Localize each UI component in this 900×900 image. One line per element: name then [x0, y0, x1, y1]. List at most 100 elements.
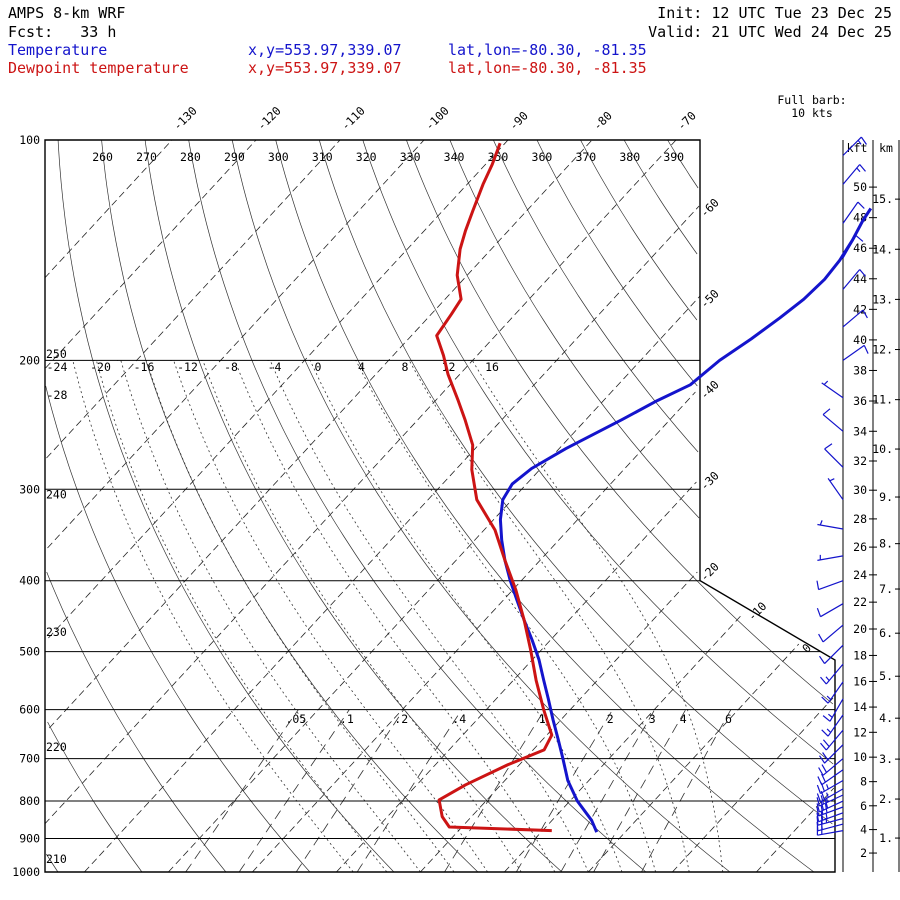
- svg-text:4.: 4.: [879, 711, 893, 725]
- svg-text:-40: -40: [697, 378, 722, 403]
- svg-text:.2: .2: [394, 712, 408, 726]
- svg-text:26: 26: [853, 540, 867, 554]
- init-time: Init: 12 UTC Tue 23 Dec 25: [657, 4, 892, 22]
- dewpoint-grid-coords: x,y=553.97,339.07: [248, 59, 402, 77]
- svg-text:-90: -90: [506, 108, 531, 133]
- svg-text:6: 6: [725, 712, 732, 726]
- svg-text:18: 18: [853, 648, 867, 662]
- pressure-gridlines: [45, 139, 835, 873]
- wind-barbs: [816, 136, 869, 836]
- svg-text:32: 32: [853, 454, 867, 468]
- svg-text:1: 1: [539, 712, 546, 726]
- svg-text:40: 40: [853, 333, 867, 347]
- svg-text:380: 380: [619, 150, 640, 164]
- svg-text:-20: -20: [90, 360, 111, 374]
- svg-text:400: 400: [19, 574, 40, 588]
- svg-text:34: 34: [853, 424, 867, 438]
- svg-text:42: 42: [853, 302, 867, 316]
- dewpoint-trace: [435, 142, 554, 833]
- svg-text:250: 250: [46, 347, 67, 361]
- svg-text:10 kts: 10 kts: [791, 106, 833, 120]
- plot-frame: [44, 139, 836, 873]
- svg-text:-8: -8: [224, 360, 238, 374]
- svg-text:-30: -30: [697, 469, 722, 494]
- svg-text:100: 100: [19, 133, 40, 147]
- svg-text:360: 360: [532, 150, 553, 164]
- dry-adiabats: [45, 139, 834, 873]
- svg-text:30: 30: [853, 483, 867, 497]
- svg-text:3.: 3.: [879, 752, 893, 766]
- svg-text:240: 240: [46, 488, 67, 502]
- svg-text:-100: -100: [422, 104, 452, 134]
- svg-text:16: 16: [485, 360, 499, 374]
- svg-text:15.: 15.: [872, 192, 893, 206]
- svg-text:700: 700: [19, 752, 40, 766]
- svg-text:330: 330: [400, 150, 421, 164]
- svg-text:38: 38: [853, 363, 867, 377]
- svg-text:8.: 8.: [879, 537, 893, 551]
- svg-text:2: 2: [860, 846, 867, 860]
- svg-text:4: 4: [680, 712, 687, 726]
- svg-text:3: 3: [649, 712, 656, 726]
- svg-text:310: 310: [312, 150, 333, 164]
- svg-text:270: 270: [136, 150, 157, 164]
- svg-text:24: 24: [853, 568, 867, 582]
- svg-text:-16: -16: [134, 360, 155, 374]
- svg-text:290: 290: [224, 150, 245, 164]
- svg-text:14: 14: [853, 700, 867, 714]
- svg-text:12: 12: [853, 725, 867, 739]
- svg-text:10: 10: [853, 750, 867, 764]
- svg-text:7.: 7.: [879, 582, 893, 596]
- temperature-latlon: lat,lon=-80.30, -81.35: [448, 41, 647, 59]
- svg-text:200: 200: [19, 353, 40, 367]
- svg-text:800: 800: [19, 794, 40, 808]
- temperature-grid-coords: x,y=553.97,339.07: [248, 41, 402, 59]
- svg-text:-80: -80: [590, 108, 615, 133]
- svg-text:600: 600: [19, 703, 40, 717]
- svg-text:km: km: [879, 141, 893, 155]
- svg-text:220: 220: [46, 740, 67, 754]
- svg-text:Full barb:: Full barb:: [777, 93, 846, 107]
- dewpoint-legend-label: Dewpoint temperature: [8, 59, 189, 77]
- moist-adiabats: [69, 360, 724, 873]
- svg-text:230: 230: [46, 625, 67, 639]
- svg-text:8: 8: [402, 360, 409, 374]
- svg-text:-4: -4: [268, 360, 282, 374]
- svg-text:4: 4: [860, 823, 867, 837]
- svg-text:14.: 14.: [872, 242, 893, 256]
- svg-text:50: 50: [853, 180, 867, 194]
- svg-text:390: 390: [663, 150, 684, 164]
- mixing-ratio-lines: [185, 709, 732, 873]
- svg-text:-110: -110: [338, 104, 368, 134]
- svg-text:10.: 10.: [872, 442, 893, 456]
- svg-text:-24: -24: [47, 360, 68, 374]
- svg-text:-130: -130: [170, 104, 200, 134]
- svg-text:0: 0: [315, 360, 322, 374]
- forecast-hour: Fcst: 33 h: [8, 23, 117, 41]
- svg-text:28: 28: [853, 512, 867, 526]
- svg-text:9.: 9.: [879, 490, 893, 504]
- svg-text:13.: 13.: [872, 292, 893, 306]
- svg-text:300: 300: [19, 482, 40, 496]
- svg-text:-28: -28: [47, 388, 68, 402]
- svg-text:4: 4: [358, 360, 365, 374]
- svg-text:2.: 2.: [879, 792, 893, 806]
- svg-text:-120: -120: [254, 104, 284, 134]
- model-title: AMPS 8-km WRF: [8, 4, 126, 22]
- svg-text:500: 500: [19, 645, 40, 659]
- svg-text:-60: -60: [697, 196, 722, 221]
- temperature-trace: [498, 207, 873, 833]
- isotherms: [44, 139, 835, 873]
- svg-text:300: 300: [268, 150, 289, 164]
- svg-text:-50: -50: [697, 287, 722, 312]
- svg-text:1.: 1.: [879, 831, 893, 845]
- svg-text:260: 260: [92, 150, 113, 164]
- svg-text:-12: -12: [177, 360, 198, 374]
- barb-legend: Full barb:10 kts: [777, 93, 846, 120]
- svg-text:.1: .1: [340, 712, 354, 726]
- svg-text:44: 44: [853, 272, 867, 286]
- svg-text:370: 370: [575, 150, 596, 164]
- svg-text:320: 320: [356, 150, 377, 164]
